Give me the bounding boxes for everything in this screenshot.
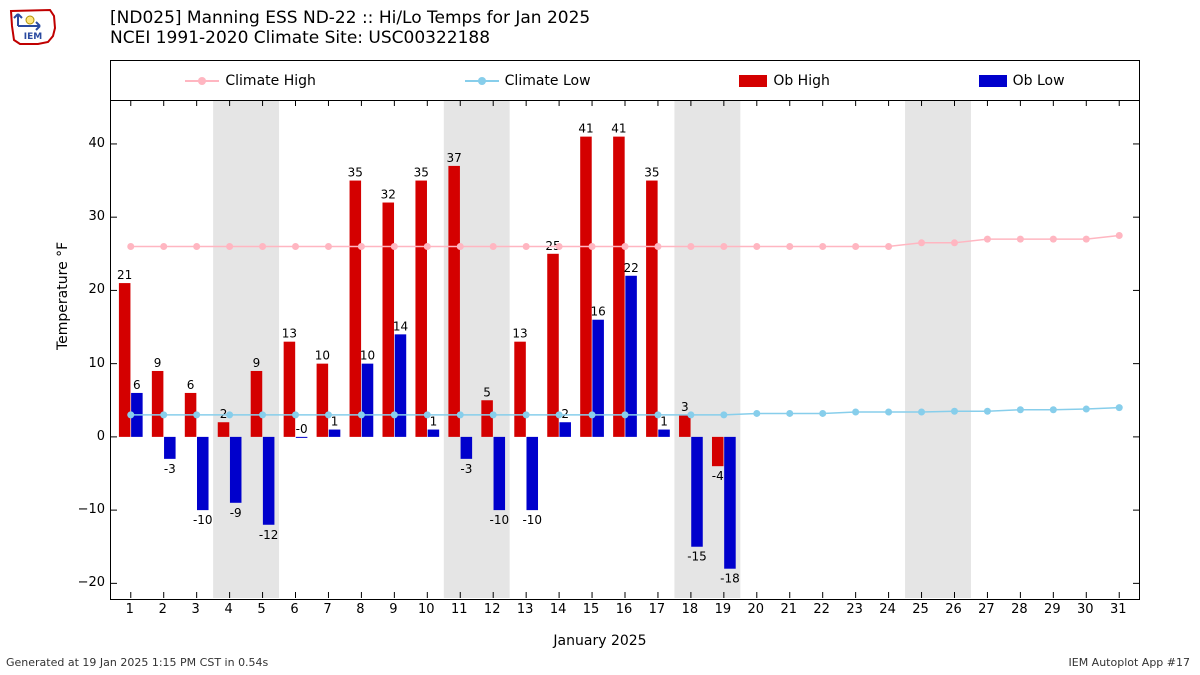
svg-text:35: 35 [414, 166, 429, 180]
svg-text:32: 32 [381, 188, 396, 202]
svg-text:-10: -10 [489, 513, 509, 527]
svg-text:1: 1 [331, 415, 339, 429]
svg-text:-9: -9 [230, 506, 242, 520]
svg-text:5: 5 [483, 385, 491, 399]
svg-text:9: 9 [154, 356, 162, 370]
x-tick: 7 [315, 602, 339, 617]
svg-text:35: 35 [644, 166, 659, 180]
svg-text:35: 35 [348, 166, 363, 180]
x-tick: 21 [777, 602, 801, 617]
y-tick: 40 [75, 136, 105, 151]
x-tick: 1 [118, 602, 142, 617]
legend: Climate High Climate Low Ob High Ob Low [110, 60, 1140, 100]
svg-text:IEM: IEM [24, 32, 42, 42]
x-tick: 24 [876, 602, 900, 617]
svg-text:13: 13 [282, 327, 297, 341]
y-axis-label: Temperature °F [55, 242, 71, 350]
legend-ob-low: Ob Low [979, 73, 1065, 89]
iem-logo: IEM [8, 6, 58, 48]
x-tick: 9 [381, 602, 405, 617]
y-tick: −10 [75, 502, 105, 517]
chart-plot-area: 2169-36-102-99-1213-01013510321435137-35… [110, 100, 1140, 600]
svg-text:6: 6 [187, 378, 195, 392]
x-tick: 6 [283, 602, 307, 617]
legend-label: Ob Low [1013, 73, 1065, 89]
svg-text:41: 41 [611, 122, 626, 136]
x-tick: 3 [184, 602, 208, 617]
svg-text:10: 10 [360, 349, 375, 363]
x-tick: 25 [909, 602, 933, 617]
svg-text:-12: -12 [259, 528, 279, 542]
svg-text:3: 3 [681, 400, 689, 414]
footer-generated: Generated at 19 Jan 2025 1:15 PM CST in … [6, 656, 268, 669]
svg-text:10: 10 [315, 349, 330, 363]
x-tick: 13 [513, 602, 537, 617]
svg-text:21: 21 [117, 268, 132, 282]
x-tick: 12 [480, 602, 504, 617]
x-tick: 26 [941, 602, 965, 617]
x-tick: 27 [974, 602, 998, 617]
svg-text:14: 14 [393, 319, 408, 333]
x-tick: 4 [217, 602, 241, 617]
x-tick: 29 [1040, 602, 1064, 617]
y-tick: 0 [75, 429, 105, 444]
svg-text:13: 13 [512, 327, 527, 341]
x-tick: 28 [1007, 602, 1031, 617]
x-tick: 11 [447, 602, 471, 617]
svg-text:-18: -18 [720, 572, 740, 586]
y-tick: 30 [75, 209, 105, 224]
x-tick: 23 [843, 602, 867, 617]
svg-text:-4: -4 [712, 469, 724, 483]
svg-text:1: 1 [430, 415, 438, 429]
legend-label: Climate High [225, 73, 316, 89]
x-tick: 14 [546, 602, 570, 617]
svg-text:1: 1 [660, 415, 668, 429]
legend-climate-low: Climate Low [465, 73, 591, 89]
x-tick: 22 [810, 602, 834, 617]
chart-title: [ND025] Manning ESS ND-22 :: Hi/Lo Temps… [110, 8, 590, 49]
x-tick: 10 [414, 602, 438, 617]
x-tick: 18 [678, 602, 702, 617]
legend-ob-high: Ob High [739, 73, 830, 89]
x-axis-label: January 2025 [0, 633, 1200, 649]
x-tick: 2 [151, 602, 175, 617]
svg-text:-15: -15 [687, 550, 707, 564]
svg-text:6: 6 [133, 378, 141, 392]
svg-text:9: 9 [253, 356, 261, 370]
svg-text:-3: -3 [164, 462, 176, 476]
legend-label: Climate Low [505, 73, 591, 89]
x-tick: 19 [711, 602, 735, 617]
x-tick: 17 [645, 602, 669, 617]
x-tick: 16 [612, 602, 636, 617]
x-tick: 15 [579, 602, 603, 617]
svg-text:16: 16 [591, 305, 606, 319]
y-tick: −20 [75, 575, 105, 590]
footer-app: IEM Autoplot App #17 [1069, 656, 1191, 669]
svg-text:37: 37 [447, 151, 462, 165]
svg-text:-10: -10 [193, 513, 213, 527]
y-tick: 20 [75, 282, 105, 297]
svg-text:22: 22 [623, 261, 638, 275]
x-tick: 31 [1106, 602, 1130, 617]
x-tick: 20 [744, 602, 768, 617]
svg-text:41: 41 [578, 122, 593, 136]
x-tick: 5 [250, 602, 274, 617]
x-tick: 8 [348, 602, 372, 617]
title-line-1: [ND025] Manning ESS ND-22 :: Hi/Lo Temps… [110, 8, 590, 28]
svg-text:-0: -0 [296, 422, 308, 436]
x-tick: 30 [1073, 602, 1097, 617]
y-tick: 10 [75, 356, 105, 371]
legend-climate-high: Climate High [185, 73, 316, 89]
title-line-2: NCEI 1991-2020 Climate Site: USC00322188 [110, 28, 590, 48]
legend-label: Ob High [773, 73, 830, 89]
svg-text:-3: -3 [460, 462, 472, 476]
svg-text:-10: -10 [522, 513, 542, 527]
